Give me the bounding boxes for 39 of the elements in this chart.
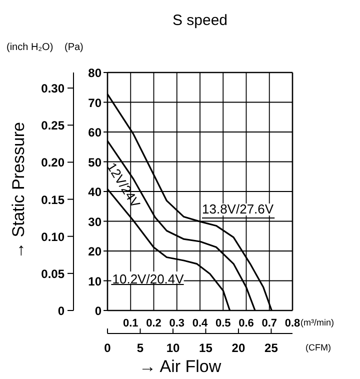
x2-tick-label: 25	[264, 341, 278, 355]
text: → Static Pressure	[9, 122, 28, 259]
x2-tick-label: 0	[104, 341, 112, 355]
y-tick-label: 60	[88, 126, 102, 140]
x-tick-label: 0.6	[238, 318, 254, 330]
series-label: 10.2V/20.4V	[112, 272, 184, 287]
y-tick-label: 10	[88, 274, 102, 288]
y-tick-label: 50	[88, 155, 102, 170]
y2-tick-label: 0.25	[41, 118, 65, 133]
y2-tick-label: 0.05	[41, 266, 65, 281]
y-tick-label: 30	[88, 214, 102, 229]
y-tick-label: 70	[88, 96, 102, 110]
x-tick-label: 0.4	[192, 318, 209, 330]
chart-title: S speed	[172, 12, 228, 29]
x2-axis-title: (CFM)	[306, 342, 331, 352]
x-tick-label: 0.7	[262, 318, 278, 330]
y2-tick-label: 0.20	[41, 156, 65, 170]
y-tick-label: 80	[88, 66, 102, 80]
x2-tick-label: 15	[199, 341, 213, 355]
x-tick-label: 0.2	[146, 318, 162, 330]
x2-tick-label: 5	[136, 341, 144, 355]
x2-tick-label: 10	[166, 341, 180, 355]
y2-tick-label: 0.10	[41, 230, 65, 244]
text: → Air Flow	[138, 357, 222, 376]
x-tick-label: 0.8	[284, 318, 300, 330]
x-axis-title: (m³/min)	[300, 318, 334, 328]
y2-axis-title: (inch H₂O)	[6, 42, 54, 53]
y-tick-label: 20	[88, 244, 102, 258]
series-label: 13.8V/27.6V	[202, 202, 274, 217]
y-tick-label: 40	[88, 185, 102, 199]
x-tick-label: 0.3	[169, 318, 185, 330]
y2-tick-label: 0	[58, 304, 65, 318]
y2-tick-label: 0.15	[41, 192, 65, 207]
x-tick-label: 0.5	[215, 318, 231, 330]
x-tick-label: 0.1	[122, 318, 138, 330]
y-tick-label: 0	[94, 304, 102, 318]
y-axis-title: (Pa)	[64, 42, 84, 53]
y2-tick-label: 0.30	[41, 82, 65, 96]
x2-tick-label: 20	[232, 341, 246, 355]
